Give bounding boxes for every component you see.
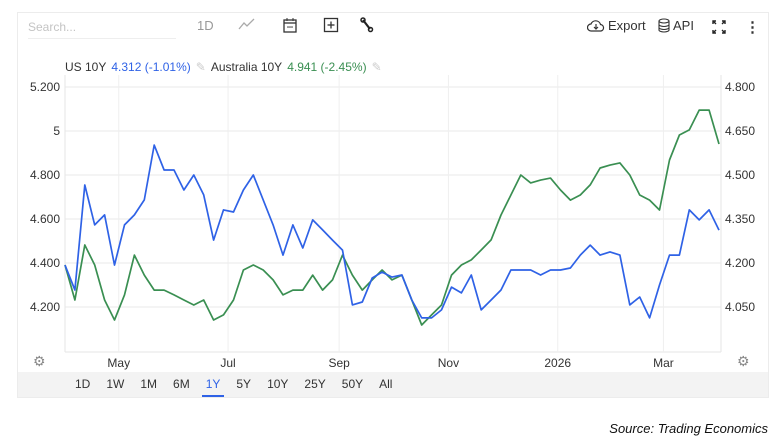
compare-button[interactable] <box>323 17 339 33</box>
pencil-icon[interactable]: ✎ <box>195 60 206 74</box>
api-label: API <box>673 18 694 33</box>
series-line-us-10y <box>64 144 720 319</box>
left-axis-tick-label: 4.800 <box>30 168 60 182</box>
range-button-6m[interactable]: 6M <box>173 377 190 391</box>
range-button-1d[interactable]: 1D <box>75 377 91 391</box>
range-button-50y[interactable]: 50Y <box>341 377 364 391</box>
x-axis-tick-label: 2026 <box>544 356 571 370</box>
fullscreen-icon <box>712 20 726 34</box>
range-selector: 1D 1W 1M 6M 1Y 5Y 10Y 25Y 50Y All <box>67 372 400 397</box>
export-label: Export <box>608 18 646 33</box>
range-button-all[interactable]: All <box>379 377 393 391</box>
legend-us-value: 4.312 (-1.01%) <box>111 60 191 74</box>
right-axis-tick-label: 4.500 <box>725 168 755 182</box>
range-button-25y[interactable]: 25Y <box>304 377 326 391</box>
pencil-icon[interactable]: ✎ <box>371 60 382 74</box>
database-icon <box>658 18 670 33</box>
series-line-australia-10y <box>64 109 720 326</box>
wrench-icon <box>360 17 374 33</box>
kebab-menu-icon: ⋮ <box>745 19 760 36</box>
x-axis-tick-label: Jul <box>220 356 235 370</box>
interval-label: 1D <box>197 18 214 33</box>
line-chart: 5.200 5 4.800 4.600 4.400 4.200 4.800 4.650 4.50… <box>30 75 755 370</box>
right-axis-tick-label: 4.200 <box>725 256 755 270</box>
line-chart-icon <box>238 18 255 30</box>
api-button[interactable]: API <box>658 18 694 33</box>
left-axis-tick-label: 4.200 <box>30 300 60 314</box>
chart-legend: US 10Y 4.312 (-1.01%) ✎ Australia 10Y 4.… <box>65 60 382 74</box>
range-button-1m[interactable]: 1M <box>140 377 158 391</box>
interval-button[interactable]: 1D <box>197 18 214 33</box>
export-button[interactable]: Export <box>587 18 646 33</box>
legend-us-name: US 10Y <box>65 60 107 74</box>
range-bar <box>18 372 768 397</box>
range-button-5y[interactable]: 5Y <box>236 377 252 391</box>
search-input[interactable] <box>28 16 176 39</box>
more-options-button[interactable]: ⋮ <box>745 18 760 36</box>
right-axis-tick-label: 4.800 <box>725 80 755 94</box>
range-button-1w[interactable]: 1W <box>106 377 125 391</box>
date-range-button[interactable] <box>282 17 298 33</box>
right-axis-tick-label: 4.050 <box>725 300 755 314</box>
x-axis-tick-label: Mar <box>653 356 674 370</box>
right-axis-settings-gear-icon[interactable]: ⚙ <box>737 353 750 369</box>
x-axis-tick-label: Sep <box>328 356 350 370</box>
right-axis-tick-label: 4.350 <box>725 212 755 226</box>
left-axis-tick-label: 4.600 <box>30 212 60 226</box>
cloud-download-icon <box>587 19 605 32</box>
settings-tools-button[interactable] <box>359 17 375 33</box>
x-axis-tick-label: Nov <box>438 356 459 370</box>
right-axis-tick-label: 4.650 <box>725 124 755 138</box>
range-button-1y[interactable]: 1Y <box>198 372 229 397</box>
plus-square-icon <box>323 17 339 33</box>
left-axis-settings-gear-icon[interactable]: ⚙ <box>33 353 46 369</box>
calendar-icon <box>283 18 297 33</box>
chart-widget <box>17 12 769 398</box>
x-axis-tick-label: May <box>107 356 130 370</box>
range-button-10y[interactable]: 10Y <box>267 377 289 391</box>
left-axis-tick-label: 4.400 <box>30 256 60 270</box>
left-axis-tick-label: 5 <box>53 124 60 138</box>
left-axis-tick-label: 5.200 <box>30 80 60 94</box>
legend-au-value: 4.941 (-2.45%) <box>287 60 367 74</box>
chart-type-button[interactable] <box>238 17 256 31</box>
legend-au-name: Australia 10Y <box>210 60 283 74</box>
fullscreen-button[interactable] <box>711 19 727 35</box>
source-caption: Source: Trading Economics <box>609 421 768 436</box>
